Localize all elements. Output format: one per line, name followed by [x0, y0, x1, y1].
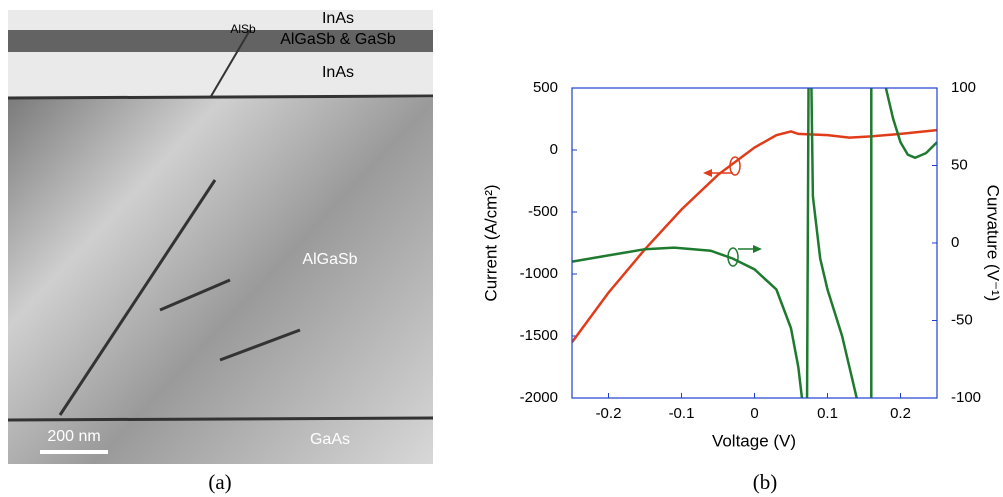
- tem-interface: [7, 94, 434, 100]
- y-tick-label: 0: [550, 141, 558, 158]
- x-tick-label: 0.1: [817, 405, 838, 422]
- y-tick-label: -500: [528, 203, 558, 220]
- tem-dark-band: [8, 30, 433, 52]
- x-tick-label: -0.2: [596, 405, 622, 422]
- layer-label: InAs: [322, 64, 354, 81]
- y-tick-label: -1000: [520, 265, 558, 282]
- plot-frame: [571, 87, 938, 399]
- y2-axis-title: Curvature (V⁻¹): [984, 185, 1003, 302]
- x-axis-title: Voltage (V): [712, 431, 796, 450]
- y2-tick-label: -100: [951, 389, 981, 406]
- layer-label: AlGaSb: [302, 251, 357, 268]
- annotations: [703, 156, 762, 267]
- y-tick-label: 500: [533, 79, 558, 96]
- layer-label: GaAs: [310, 431, 350, 448]
- layer-label: InAs: [322, 10, 354, 27]
- layer-label: AlGaSb & GaSb: [280, 31, 396, 48]
- panel-caption: (b): [753, 470, 778, 494]
- tem-interface: [7, 416, 434, 422]
- y2-tick-label: 100: [951, 79, 976, 96]
- axis-arrowhead: [703, 169, 712, 177]
- y2-tick-label: 0: [951, 234, 959, 251]
- layer-label: AlSb: [230, 22, 256, 36]
- tem-defect: [58, 179, 217, 416]
- series-line: [572, 128, 937, 343]
- y2-tick-label: -50: [951, 311, 973, 328]
- tem-defect: [159, 278, 231, 312]
- axis-arrowhead: [753, 245, 762, 253]
- tem-defect: [209, 29, 251, 99]
- y-tick-label: -2000: [520, 389, 558, 406]
- panel-caption: (a): [208, 470, 231, 494]
- y-axis-title: Current (A/cm²): [481, 184, 500, 301]
- scale-bar-label: 200 nm: [47, 428, 100, 445]
- tem-defect: [219, 328, 301, 362]
- tem-top-layers: [8, 10, 433, 98]
- x-tick-label: -0.1: [669, 405, 695, 422]
- series-line: [572, 88, 937, 398]
- y-tick-label: -1500: [520, 327, 558, 344]
- tem-image: InAs AlSb AlGaSb & GaSb InAs AlGaSb GaAs…: [7, 10, 434, 464]
- y2-tick-label: 50: [951, 156, 968, 173]
- x-tick-label: 0: [750, 405, 758, 422]
- x-tick-label: 0.2: [890, 405, 911, 422]
